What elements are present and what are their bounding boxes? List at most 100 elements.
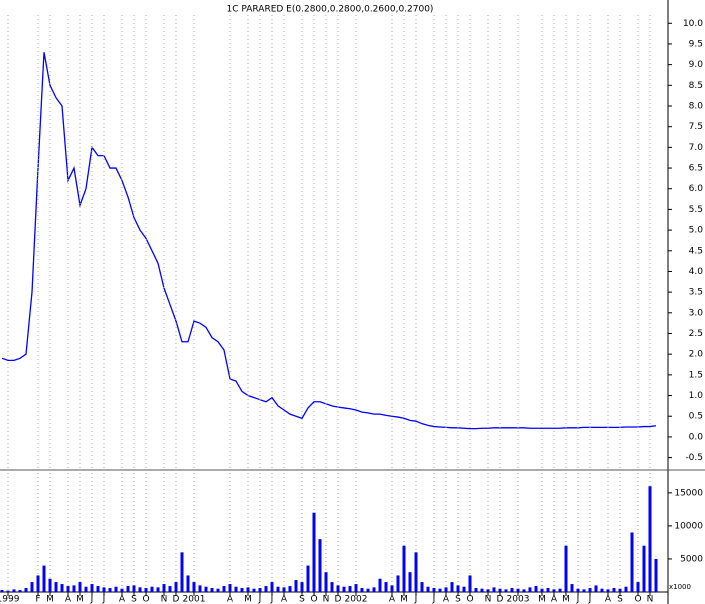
volume-bar bbox=[186, 575, 190, 592]
x-tick-label: 1999 bbox=[0, 595, 20, 604]
y-tick-label: 6.5 bbox=[689, 164, 703, 174]
volume-bar bbox=[174, 582, 178, 592]
y-tick-label: 1.5 bbox=[689, 370, 703, 380]
volume-bar bbox=[150, 586, 154, 592]
volume-bar bbox=[564, 545, 568, 592]
x-tick-label: 2001 bbox=[183, 595, 206, 604]
volume-bar bbox=[528, 587, 532, 592]
volume-bar bbox=[54, 582, 58, 592]
volume-bar bbox=[156, 587, 160, 592]
x-tick-label: J bbox=[576, 595, 580, 604]
volume-bar bbox=[510, 588, 514, 592]
volume-bar bbox=[552, 589, 556, 592]
x-tick-label: S bbox=[617, 595, 623, 604]
volume-bar bbox=[474, 588, 478, 592]
x-tick-label: M bbox=[76, 595, 84, 604]
volume-bar bbox=[312, 512, 316, 592]
x-tick-label: J bbox=[90, 595, 94, 604]
x-tick-label: A bbox=[119, 595, 126, 604]
volume-bar bbox=[78, 582, 82, 592]
y-tick-label: 5000 bbox=[680, 554, 703, 564]
y-tick-label: 7.0 bbox=[689, 143, 704, 153]
y-tick-label: 3.0 bbox=[689, 308, 704, 318]
y-tick-label: 9.5 bbox=[689, 39, 703, 49]
x-tick-label: O bbox=[466, 595, 473, 604]
y-tick-label: 0.0 bbox=[689, 432, 704, 442]
volume-bar bbox=[462, 586, 466, 592]
volume-bar bbox=[246, 587, 250, 592]
volume-bar bbox=[138, 587, 142, 592]
y-tick-label: 5.5 bbox=[689, 205, 703, 215]
x-tick-label: O bbox=[634, 595, 641, 604]
x-tick-label: J bbox=[414, 595, 418, 604]
y-tick-label: 8.5 bbox=[689, 81, 703, 91]
volume-bar bbox=[504, 589, 508, 592]
volume-bar bbox=[318, 539, 322, 592]
x-tick-label: A bbox=[227, 595, 234, 604]
volume-bar bbox=[600, 588, 604, 592]
volume-bar bbox=[366, 588, 370, 592]
volume-bar bbox=[570, 584, 574, 592]
volume-bar bbox=[6, 590, 10, 592]
volume-bar bbox=[414, 552, 418, 592]
y-tick-label: 15000 bbox=[674, 488, 703, 498]
x-tick-label: D bbox=[173, 595, 180, 604]
volume-bar bbox=[144, 588, 148, 592]
volume-bar bbox=[216, 588, 220, 592]
volume-bar bbox=[444, 587, 448, 592]
y-tick-label: 10000 bbox=[674, 521, 703, 531]
y-tick-label: 9.0 bbox=[689, 60, 704, 70]
volume-bar bbox=[372, 587, 376, 592]
volume-bar bbox=[342, 586, 346, 592]
volume-bar bbox=[324, 572, 328, 592]
x-tick-label: J bbox=[270, 595, 274, 604]
x-tick-label: J bbox=[258, 595, 262, 604]
volume-bar bbox=[222, 586, 226, 592]
volume-bar bbox=[42, 565, 46, 592]
x-tick-label: M bbox=[562, 595, 570, 604]
volume-bar bbox=[486, 589, 490, 592]
volume-bar bbox=[360, 588, 364, 592]
chart-title: 1C PARARED E(0.2800,0.2800,0.2600,0.2700… bbox=[227, 5, 434, 15]
volume-bar bbox=[576, 588, 580, 592]
x-tick-label: A bbox=[65, 595, 72, 604]
y-tick-label: 4.5 bbox=[689, 246, 703, 256]
volume-bar bbox=[264, 586, 268, 592]
volume-bar bbox=[66, 586, 70, 592]
y-tick-label: 4.0 bbox=[689, 267, 704, 277]
x-tick-label: M bbox=[46, 595, 54, 604]
volume-bar bbox=[90, 584, 94, 592]
volume-bar bbox=[168, 586, 172, 592]
volume-bar bbox=[606, 589, 610, 592]
x-tick-label: 2002 bbox=[345, 595, 368, 604]
x-tick-label: A bbox=[281, 595, 288, 604]
volume-bar bbox=[24, 588, 28, 592]
volume-bar bbox=[456, 585, 460, 592]
x-tick-label: J bbox=[432, 595, 436, 604]
volume-bar bbox=[636, 582, 640, 592]
volume-bar bbox=[450, 582, 454, 592]
volume-bar bbox=[234, 586, 238, 592]
volume-bar bbox=[276, 586, 280, 592]
volume-bar bbox=[228, 584, 232, 592]
y-tick-label: 2.0 bbox=[689, 350, 704, 360]
volume-bar bbox=[594, 585, 598, 592]
volume-bar bbox=[306, 565, 310, 592]
x-tick-label: M bbox=[538, 595, 546, 604]
unit-label: x1000 bbox=[669, 583, 691, 591]
volume-bar bbox=[516, 588, 520, 592]
volume-bar bbox=[282, 587, 286, 592]
volume-bar bbox=[642, 545, 646, 592]
x-tick-label: 2003 bbox=[507, 595, 530, 604]
volume-bar bbox=[384, 582, 388, 592]
volume-bar bbox=[108, 588, 112, 592]
volume-bar bbox=[498, 588, 502, 592]
y-tick-label: 1.0 bbox=[689, 391, 704, 401]
volume-bar bbox=[132, 585, 136, 592]
volume-bar bbox=[204, 586, 208, 592]
x-tick-label: S bbox=[299, 595, 305, 604]
volume-bar bbox=[120, 588, 124, 592]
volume-bar bbox=[48, 578, 52, 592]
volume-bar bbox=[408, 572, 412, 592]
